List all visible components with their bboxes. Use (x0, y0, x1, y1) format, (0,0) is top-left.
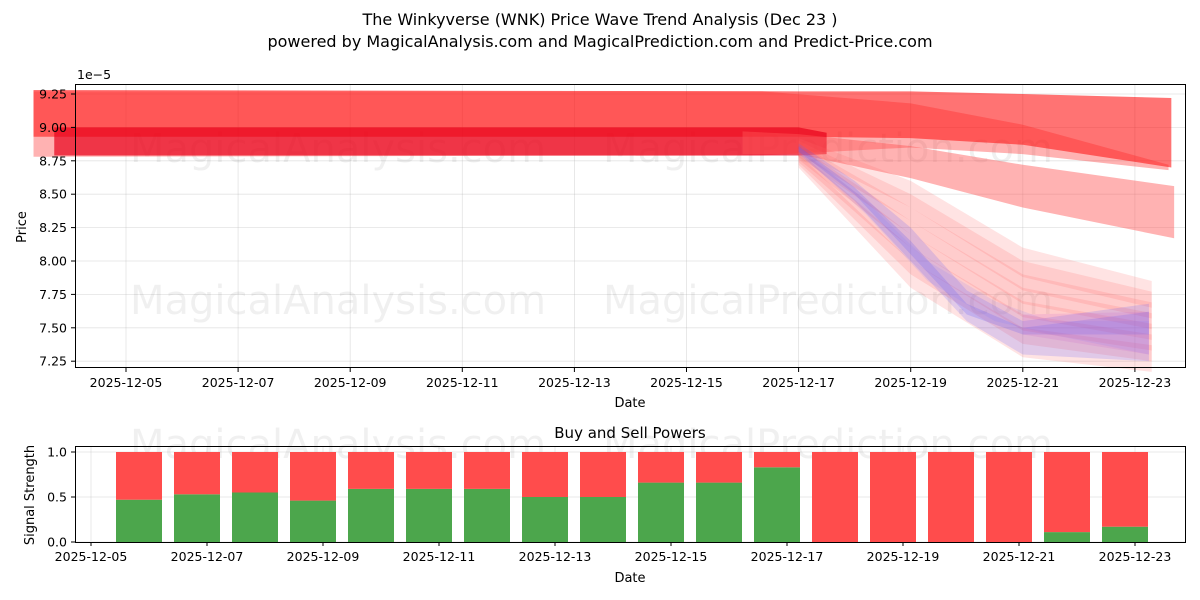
buy-sell-title: Buy and Sell Powers (554, 424, 706, 442)
x-tick-label: 2025-12-19 (867, 549, 940, 564)
x-tick-label: 2025-12-09 (287, 549, 360, 564)
price-band (54, 127, 827, 156)
buy-bar (1044, 532, 1090, 542)
sub-x-axis-label: Date (614, 571, 645, 586)
buy-bar (696, 482, 742, 542)
price-bands (33, 89, 1175, 372)
x-tick-label: 2025-12-05 (55, 549, 128, 564)
buy-sell-bars (116, 452, 1148, 542)
price-band (798, 146, 1149, 355)
sell-bar (1102, 452, 1148, 527)
sell-bar (464, 452, 510, 489)
price-band (798, 146, 1152, 340)
y-tick-label: 8.50 (39, 187, 67, 202)
x-tick-label: 2025-12-15 (650, 375, 723, 390)
sell-bar (174, 452, 220, 495)
sell-bar (754, 452, 800, 468)
sell-bar (348, 452, 394, 489)
price-wave-plot: MagicalAnalysis.com MagicalPrediction.co… (15, 67, 1186, 411)
x-tick-label: 2025-12-23 (1099, 375, 1172, 390)
x-tick-label: 2025-12-17 (751, 549, 824, 564)
x-tick-label: 2025-12-09 (314, 375, 387, 390)
sell-bar (580, 452, 626, 497)
buy-bar (1102, 526, 1148, 542)
y-tick-label: 9.00 (39, 120, 67, 135)
x-tick-label: 2025-12-21 (983, 549, 1056, 564)
price-band (798, 143, 1149, 362)
y-scale-exponent: 1e−5 (77, 67, 111, 82)
sell-bar (696, 452, 742, 483)
sell-bar (870, 452, 916, 542)
sell-bar (638, 452, 684, 483)
main-x-axis: 2025-12-05 2025-12-07 2025-12-09 2025-12-11… (90, 368, 1172, 390)
y-tick-label: 8.75 (39, 153, 67, 168)
sell-bar (522, 452, 568, 497)
sub-y-axis-label: Signal Strength (23, 445, 38, 545)
x-tick-label: 2025-12-17 (762, 375, 835, 390)
buy-bar (638, 482, 684, 542)
sell-bar (812, 452, 858, 542)
sell-bar (290, 452, 336, 501)
watermark-text: MagicalPrediction.com (603, 278, 1053, 324)
x-tick-label: 2025-12-11 (426, 375, 499, 390)
chart-title: The Winkyverse (WNK) Price Wave Trend An… (362, 10, 838, 29)
sell-bar (928, 452, 974, 542)
price-band (798, 154, 1152, 372)
main-y-axis-label: Price (15, 211, 30, 243)
buy-bar (174, 494, 220, 542)
buy-bar (116, 499, 162, 542)
price-band (1022, 311, 1149, 355)
x-tick-label: 2025-12-11 (403, 549, 476, 564)
y-tick-label: 8.25 (39, 220, 67, 235)
buy-bar (232, 492, 278, 542)
buy-bar (290, 500, 336, 542)
sell-bar (232, 452, 278, 493)
buy-bar (522, 497, 568, 542)
x-tick-label: 2025-12-15 (635, 549, 708, 564)
y-tick-label: 0.0 (47, 535, 67, 550)
x-tick-label: 2025-12-07 (202, 375, 275, 390)
sell-bar (406, 452, 452, 489)
price-band (798, 143, 1152, 330)
price-band (798, 151, 1152, 362)
sell-bar (1044, 452, 1090, 533)
y-tick-label: 8.00 (39, 254, 67, 269)
sell-bar (986, 452, 1032, 542)
y-tick-label: 7.50 (39, 320, 67, 335)
chart-subtitle: powered by MagicalAnalysis.com and Magic… (267, 32, 933, 51)
watermark-text: MagicalAnalysis.com (130, 278, 546, 324)
buy-bar (464, 488, 510, 542)
y-tick-label: 7.75 (39, 287, 67, 302)
x-tick-label: 2025-12-13 (538, 375, 611, 390)
x-tick-label: 2025-12-19 (874, 375, 947, 390)
main-x-axis-label: Date (614, 396, 645, 411)
price-band (798, 138, 1152, 308)
y-tick-label: 0.5 (47, 490, 67, 505)
sub-x-axis: 2025-12-05 2025-12-07 2025-12-09 2025-12-11… (55, 542, 1172, 564)
x-tick-label: 2025-12-23 (1099, 549, 1172, 564)
price-band (798, 140, 1152, 319)
buy-bar (754, 467, 800, 542)
sell-bar (116, 452, 162, 500)
x-tick-label: 2025-12-05 (90, 375, 163, 390)
price-band (742, 131, 1175, 239)
main-axes-frame (75, 84, 1186, 368)
main-y-axis: 7.25 7.50 7.75 8.00 8.25 8.50 8.75 9.00 9.25 (39, 87, 75, 369)
x-tick-label: 2025-12-07 (171, 549, 244, 564)
buy-bar (348, 488, 394, 542)
buy-bar (580, 497, 626, 542)
buy-bar (406, 488, 452, 542)
x-tick-label: 2025-12-13 (519, 549, 592, 564)
y-tick-label: 1.0 (47, 445, 67, 460)
sub-y-axis: 0.0 0.5 1.0 (47, 445, 75, 550)
y-tick-label: 9.25 (39, 87, 67, 102)
buy-sell-plot: Buy and Sell Powers MagicalAnalysis.com … (23, 422, 1186, 586)
price-band (798, 148, 1152, 351)
y-tick-label: 7.25 (39, 354, 67, 369)
x-tick-label: 2025-12-21 (986, 375, 1059, 390)
sub-axes-frame (75, 446, 1186, 543)
